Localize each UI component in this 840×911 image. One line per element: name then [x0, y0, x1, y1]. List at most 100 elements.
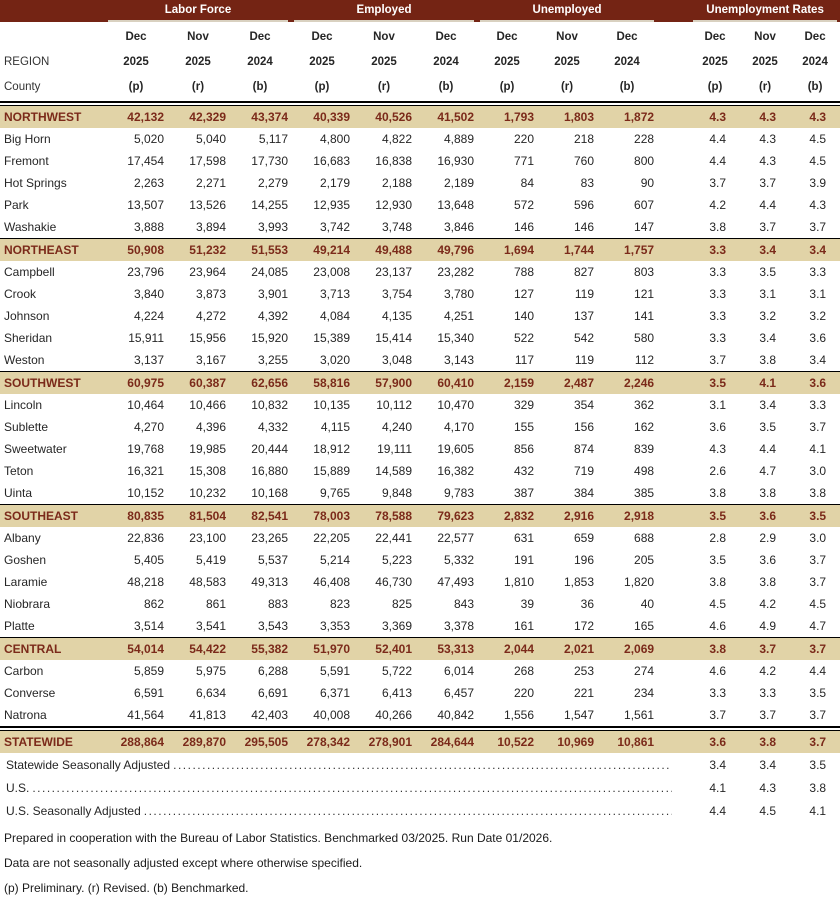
value-cell: 856 — [514, 442, 535, 456]
rate-cell: 3.3 — [709, 309, 727, 323]
value-cell: 823 — [329, 597, 350, 611]
value-cell: 162 — [634, 420, 655, 434]
value-cell: 1,793 — [477, 105, 538, 128]
value-cell: 6,457 — [444, 686, 475, 700]
period-month: Dec — [249, 31, 271, 43]
rate-cell: 3.8 — [809, 780, 827, 795]
rate-cell: 4.3 — [790, 105, 840, 128]
rate-cell: 4.6 — [709, 664, 727, 678]
value-cell: 1,757 — [597, 238, 658, 261]
statewide-row: STATEWIDE 288,864 289,870 295,505 278,342 278… — [0, 730, 840, 753]
county-name: Laramie — [4, 575, 48, 589]
value-cell: 191 — [514, 553, 535, 567]
period-header-cell: Dec 2025 (p) — [690, 22, 741, 102]
rate-cell: 4.3 — [690, 105, 741, 128]
value-cell: 843 — [454, 597, 475, 611]
region-header-label: REGION — [4, 56, 50, 68]
gap-cell — [657, 504, 691, 527]
value-cell: 3,048 — [381, 353, 412, 367]
rate-cell: 3.4 — [809, 353, 827, 367]
value-cell: 127 — [514, 287, 535, 301]
value-cell: 46,408 — [313, 575, 350, 589]
value-cell: 3,780 — [444, 287, 475, 301]
value-cell: 220 — [514, 686, 535, 700]
value-cell: 41,564 — [127, 708, 164, 722]
county-name: Fremont — [4, 154, 49, 168]
value-cell: 3,543 — [257, 619, 288, 633]
value-cell: 40 — [640, 597, 655, 611]
rate-cell: 3.7 — [809, 420, 827, 434]
value-cell: 80,835 — [105, 504, 167, 527]
period-month: Nov — [373, 31, 395, 43]
period-month: Dec — [704, 31, 726, 43]
value-cell: 5,859 — [133, 664, 164, 678]
value-cell: 60,975 — [105, 371, 167, 394]
value-cell: 384 — [574, 486, 595, 500]
value-cell: 4,800 — [319, 132, 350, 146]
value-cell: 596 — [574, 198, 595, 212]
value-cell: 84 — [520, 176, 535, 190]
period-month: Dec — [804, 31, 826, 43]
period-month: Dec — [435, 31, 457, 43]
value-cell: 18,912 — [313, 442, 350, 456]
value-cell: 10,969 — [537, 730, 598, 753]
adjusted-label-cell: Statewide Seasonally Adjusted...........… — [0, 753, 690, 776]
value-cell: 3,137 — [133, 353, 164, 367]
value-cell: 5,722 — [381, 664, 412, 678]
value-cell: 36 — [580, 597, 595, 611]
rate-cell: 3.4 — [759, 398, 777, 412]
county-row: Park 13,507 13,526 14,255 12,935 12,930 13,648… — [0, 194, 840, 216]
rate-cell: 4.5 — [809, 154, 827, 168]
rate-cell: 3.8 — [759, 575, 777, 589]
value-cell: 268 — [514, 664, 535, 678]
value-cell: 2,263 — [133, 176, 164, 190]
value-cell: 10,470 — [437, 398, 475, 412]
period-year: 2024 — [247, 56, 273, 68]
value-cell: 5,591 — [319, 664, 350, 678]
period-month: Nov — [556, 31, 578, 43]
value-cell: 121 — [634, 287, 655, 301]
value-cell: 274 — [634, 664, 655, 678]
county-name: Lincoln — [4, 398, 43, 412]
corner-spacer — [4, 25, 103, 50]
value-cell: 78,003 — [291, 504, 353, 527]
value-cell: 5,332 — [444, 553, 475, 567]
rate-cell: 3.5 — [690, 504, 741, 527]
county-row: Washakie 3,888 3,894 3,993 3,742 3,748 3,846 14… — [0, 216, 840, 239]
rate-cell: 3.3 — [709, 686, 727, 700]
period-note: (p) — [314, 81, 330, 93]
value-cell: 220 — [514, 132, 535, 146]
value-cell: 1,803 — [537, 105, 598, 128]
rate-cell: 2.9 — [759, 531, 777, 545]
value-cell: 48,583 — [189, 575, 226, 589]
rate-cell: 3.7 — [759, 220, 777, 234]
rate-cell: 3.8 — [709, 486, 727, 500]
adjusted-label: U.S. — [6, 780, 30, 795]
period-year: 2025 — [752, 56, 778, 68]
value-cell: 49,313 — [251, 575, 288, 589]
value-cell: 6,691 — [257, 686, 288, 700]
gap-cell — [657, 349, 690, 372]
adjusted-rate-row: Statewide Seasonally Adjusted...........… — [0, 753, 840, 776]
county-row: Weston 3,137 3,167 3,255 3,020 3,048 3,143 117 1… — [0, 349, 840, 372]
rate-cell: 3.0 — [809, 531, 827, 545]
rate-cell: 4.4 — [709, 132, 727, 146]
value-cell: 19,111 — [377, 442, 412, 456]
rate-cell: 3.3 — [809, 398, 827, 412]
rate-cell: 3.6 — [740, 504, 791, 527]
value-cell: 49,796 — [415, 238, 478, 261]
rate-cell: 3.5 — [690, 371, 741, 394]
county-name: Sheridan — [4, 331, 53, 345]
value-cell: 48,218 — [127, 575, 164, 589]
period-note: (b) — [807, 81, 823, 93]
value-cell: 3,541 — [195, 619, 226, 633]
group-header-label: Labor Force — [108, 1, 288, 22]
county-name: Natrona — [4, 708, 47, 722]
value-cell: 50,908 — [105, 238, 167, 261]
value-cell: 196 — [574, 553, 595, 567]
note-legend: (p) Preliminary. (r) Revised. (b) Benchm… — [4, 881, 249, 895]
rate-cell: 3.3 — [709, 287, 727, 301]
period-year: 2025 — [702, 56, 728, 68]
value-cell: 6,413 — [381, 686, 412, 700]
band-gap-cell — [657, 0, 691, 22]
